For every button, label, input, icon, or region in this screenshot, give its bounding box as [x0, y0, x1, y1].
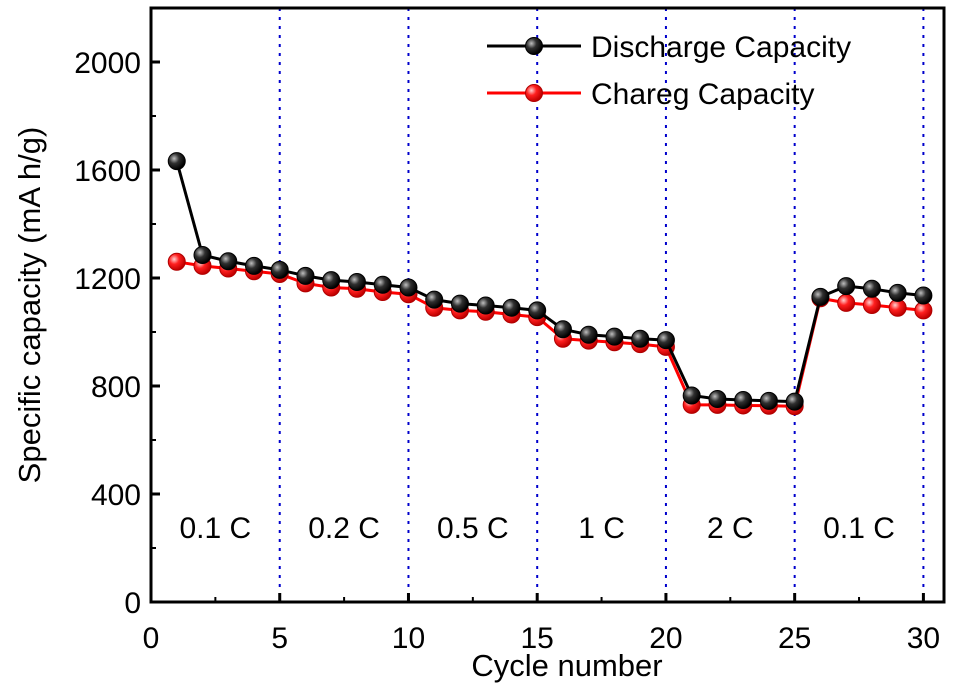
data-point-discharge — [450, 294, 469, 313]
data-point-discharge — [656, 331, 675, 350]
data-point-discharge — [399, 278, 418, 297]
data-point-discharge — [862, 279, 881, 298]
y-tick-label: 0 — [124, 587, 141, 620]
y-axis-title: Specific capacity (mA h/g) — [12, 127, 47, 484]
x-tick-label: 15 — [521, 622, 554, 655]
x-tick-label: 30 — [907, 622, 940, 655]
rate-region-label: 0.1 C — [180, 512, 252, 545]
data-point-charge — [862, 296, 881, 314]
data-point-discharge — [708, 389, 727, 408]
y-tick-label: 800 — [91, 371, 141, 404]
series-layer — [167, 152, 933, 416]
data-point-discharge — [579, 325, 598, 344]
legend-label-charge: Chareg Capacity — [591, 78, 814, 111]
legend-marker-discharge — [525, 37, 543, 55]
x-tick-label: 25 — [778, 622, 811, 655]
data-point-discharge — [270, 260, 289, 279]
y-tick-label: 1200 — [74, 263, 141, 296]
data-point-discharge — [605, 327, 624, 346]
x-tick-label: 20 — [649, 622, 682, 655]
plot-frame-layer — [149, 6, 946, 604]
series-line-discharge — [175, 160, 924, 404]
data-point-charge — [167, 252, 186, 271]
y-tick-label: 400 — [91, 479, 141, 512]
data-point-discharge — [502, 298, 521, 317]
data-point-discharge — [347, 273, 366, 292]
legend: Discharge Capacity Chareg Capacity — [487, 31, 851, 111]
data-point-discharge — [837, 277, 856, 296]
data-point-discharge — [682, 386, 701, 405]
data-point-discharge — [528, 301, 547, 320]
rate-region-label: 2 C — [707, 512, 754, 545]
data-point-discharge — [373, 275, 392, 294]
data-point-discharge — [193, 246, 212, 265]
rate-region-label: 1 C — [578, 512, 625, 545]
legend-marker-charge — [525, 84, 543, 102]
x-axis-title: Cycle number — [471, 648, 662, 683]
data-point-discharge — [476, 296, 495, 315]
data-point-discharge — [244, 256, 263, 275]
rate-region-label: 0.1 C — [823, 512, 895, 545]
data-point-discharge — [759, 391, 778, 410]
region-label-layer: 0.1 C 0.2 C 0.5 C 1 C 2 C 0.1 C — [180, 512, 895, 545]
data-point-discharge — [631, 329, 650, 348]
x-tick-label: 10 — [392, 622, 425, 655]
data-point-discharge — [167, 152, 186, 171]
data-point-discharge — [888, 283, 907, 302]
y-tick-label: 1600 — [74, 155, 141, 188]
rate-region-label: 0.5 C — [437, 512, 509, 545]
data-point-discharge — [219, 252, 238, 271]
data-point-discharge — [734, 391, 753, 410]
data-point-discharge — [914, 286, 933, 305]
data-point-discharge — [553, 320, 572, 339]
x-tick-label: 0 — [143, 622, 160, 655]
data-point-charge — [837, 293, 856, 312]
legend-label-discharge: Discharge Capacity — [591, 31, 851, 64]
data-point-discharge — [785, 392, 804, 411]
data-point-discharge — [425, 290, 444, 309]
data-point-discharge — [322, 271, 341, 290]
data-point-discharge — [296, 266, 315, 285]
rate-region-label: 0.2 C — [308, 512, 380, 545]
tick-layer: 0 5 10 15 20 25 30 0 400 800 1200 1600 2000 — [74, 47, 940, 655]
y-tick-label: 2000 — [74, 47, 141, 80]
x-tick-label: 5 — [271, 622, 288, 655]
data-point-discharge — [811, 287, 830, 306]
plot-frame — [149, 6, 946, 604]
